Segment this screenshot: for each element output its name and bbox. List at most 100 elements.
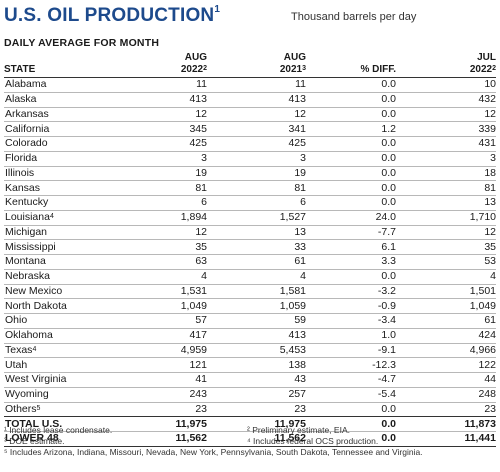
- aug-2022-cell: 11,975: [116, 416, 207, 432]
- jul-2022-cell: 12: [396, 107, 496, 123]
- pct-diff-cell: -9.1: [306, 343, 396, 359]
- pct-diff-cell: 0.0: [306, 195, 396, 211]
- state-cell: New Mexico: [4, 284, 116, 300]
- pct-diff-cell: 1.0: [306, 328, 396, 344]
- aug-2022-cell: 12: [116, 107, 207, 123]
- aug-2022-cell: 3: [116, 151, 207, 167]
- aug-2021-cell: 257: [207, 387, 306, 403]
- aug-2021-cell: 1,527: [207, 210, 306, 226]
- aug-2022-cell: 4: [116, 269, 207, 285]
- aug-2022-cell: 425: [116, 136, 207, 152]
- footnote-3: ³ DOE estimate.: [4, 436, 65, 446]
- jul-2022-cell: 248: [396, 387, 496, 403]
- pct-diff-cell: 0.0: [306, 136, 396, 152]
- state-cell: Alabama: [4, 77, 116, 93]
- table-row: Montana 63 61 3.3 53: [4, 254, 496, 270]
- table-row: Oklahoma 417 413 1.0 424: [4, 328, 496, 344]
- header: U.S. OIL PRODUCTION1 Thousand barrels pe…: [4, 4, 496, 27]
- state-cell: Ohio: [4, 313, 116, 329]
- state-cell: Montana: [4, 254, 116, 270]
- table-row: Colorado 425 425 0.0 431: [4, 136, 496, 152]
- jul-2022-cell: 122: [396, 357, 496, 373]
- total-row: TOTAL U.S. 11,975 11,975 0.0 11,873: [4, 416, 496, 432]
- pct-diff-cell: -5.4: [306, 387, 396, 403]
- aug-2021-cell: 13: [207, 225, 306, 241]
- aug-2022-cell: 1,531: [116, 284, 207, 300]
- jul-2022-cell: 11,441: [396, 431, 496, 447]
- table-row: Kansas 81 81 0.0 81: [4, 180, 496, 196]
- pct-diff-cell: -12.3: [306, 357, 396, 373]
- state-cell: Louisiana4: [4, 210, 116, 226]
- pct-diff-cell: 0.0: [306, 431, 396, 447]
- pct-diff-cell: 0.0: [306, 166, 396, 182]
- footnote-1: ¹ Includes lease condensate.: [4, 425, 113, 435]
- state-cell: LOWER 48: [4, 431, 116, 447]
- state-cell: Alaska: [4, 92, 116, 108]
- aug-2021-cell: 11: [207, 77, 306, 93]
- aug-2022-cell: 413: [116, 92, 207, 108]
- pct-diff-cell: 24.0: [306, 210, 396, 226]
- state-cell: Oklahoma: [4, 328, 116, 344]
- pct-diff-cell: 0.0: [306, 180, 396, 196]
- aug-2021-cell: 23: [207, 402, 306, 418]
- footnote-2: ² Preliminary estimate, EIA.: [247, 425, 350, 435]
- aug-2021-cell: 341: [207, 121, 306, 137]
- footnote-row: ³ DOE estimate. ⁴ Includes federal OCS p…: [4, 436, 496, 447]
- aug-2022-cell: 63: [116, 254, 207, 270]
- jul-2022-cell: 10: [396, 77, 496, 93]
- aug-2021-cell: 81: [207, 180, 306, 196]
- aug-2022-cell: 1,894: [116, 210, 207, 226]
- aug-2021-cell: 5,453: [207, 343, 306, 359]
- footnote-marker: 4: [32, 345, 37, 353]
- aug-2021-cell: 59: [207, 313, 306, 329]
- table-subtitle: DAILY AVERAGE FOR MONTH: [4, 37, 160, 49]
- aug-2021-cell: 138: [207, 357, 306, 373]
- aug-2021-cell: 11,975: [207, 416, 306, 432]
- aug-2022-cell: 35: [116, 239, 207, 255]
- state-cell: Others5: [4, 402, 116, 418]
- state-cell: California: [4, 121, 116, 137]
- aug-2022-cell: 1,049: [116, 298, 207, 314]
- pct-diff-cell: -4.7: [306, 372, 396, 388]
- aug-2022-cell: 81: [116, 180, 207, 196]
- pct-diff-cell: 0.0: [306, 92, 396, 108]
- aug-2022-cell: 4,959: [116, 343, 207, 359]
- state-cell: Nebraska: [4, 269, 116, 285]
- table-row: Ohio 57 59 -3.4 61: [4, 313, 496, 329]
- footnote-row: ¹ Includes lease condensate. ² Prelimina…: [4, 425, 496, 436]
- pct-diff-cell: 0.0: [306, 269, 396, 285]
- state-cell: Arkansas: [4, 107, 116, 123]
- footnote-marker: 4: [49, 213, 54, 221]
- aug-2021-cell: 33: [207, 239, 306, 255]
- jul-2022-cell: 432: [396, 92, 496, 108]
- pct-diff-cell: 6.1: [306, 239, 396, 255]
- column-header-pct-diff: % DIFF.: [306, 52, 396, 78]
- state-cell: Illinois: [4, 166, 116, 182]
- aug-2022-cell: 121: [116, 357, 207, 373]
- aug-2021-cell: 4: [207, 269, 306, 285]
- pct-diff-cell: 0.0: [306, 402, 396, 418]
- jul-2022-cell: 12: [396, 225, 496, 241]
- aug-2022-cell: 417: [116, 328, 207, 344]
- jul-2022-cell: 1,710: [396, 210, 496, 226]
- footnotes: ¹ Includes lease condensate. ² Prelimina…: [4, 425, 496, 458]
- pct-diff-cell: 1.2: [306, 121, 396, 137]
- aug-2021-cell: 1,059: [207, 298, 306, 314]
- pct-diff-cell: -7.7: [306, 225, 396, 241]
- jul-2022-cell: 61: [396, 313, 496, 329]
- pct-diff-cell: 0.0: [306, 416, 396, 432]
- jul-2022-cell: 339: [396, 121, 496, 137]
- pct-diff-cell: -3.4: [306, 313, 396, 329]
- jul-2022-cell: 35: [396, 239, 496, 255]
- state-cell: Colorado: [4, 136, 116, 152]
- column-header-aug-2022: AUG 20222: [116, 52, 207, 78]
- table-row: Texas4 4,959 5,453 -9.1 4,966: [4, 343, 496, 359]
- jul-2022-cell: 23: [396, 402, 496, 418]
- table-row: West Virginia 41 43 -4.7 44: [4, 372, 496, 388]
- table-header-row: STATE AUG 20222 AUG 20213 % DIFF. JUL 20222: [4, 52, 496, 78]
- aug-2021-cell: 413: [207, 328, 306, 344]
- title-footnote-marker: 1: [214, 4, 221, 15]
- state-cell: Michigan: [4, 225, 116, 241]
- table-row: Alabama 11 11 0.0 10: [4, 77, 496, 93]
- jul-2022-cell: 4: [396, 269, 496, 285]
